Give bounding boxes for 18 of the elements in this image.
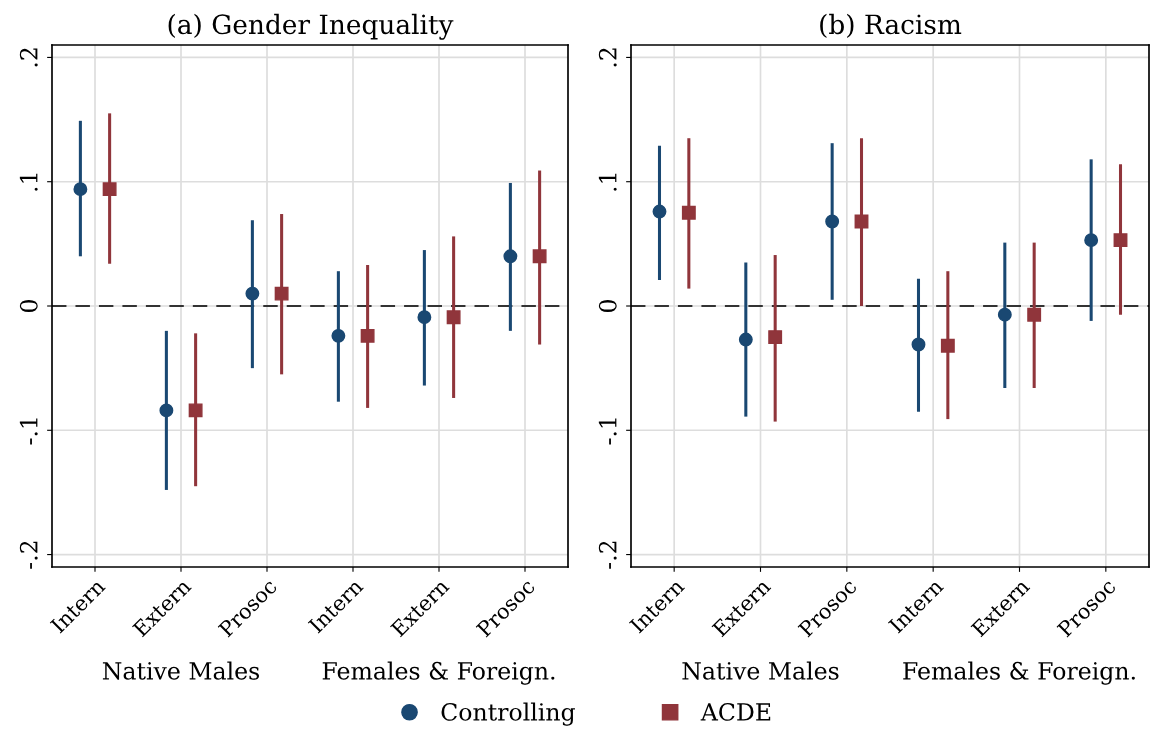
y-tick-label: 0 [19, 300, 38, 312]
y-tick-label: -.1 [19, 418, 38, 445]
chart-title: (a) Gender Inequality [168, 13, 454, 40]
y-tick-label: .1 [19, 173, 38, 191]
y-tick-label: -.2 [598, 541, 617, 569]
y-tick-label: -.1 [598, 418, 617, 445]
y-tick-label: .2 [598, 48, 617, 67]
chart-title: (b) Racism [820, 13, 962, 38]
text: Females & Foreign. [903, 661, 1135, 685]
y-tick-label: .1 [598, 173, 617, 191]
legend-label: Controlling [441, 702, 575, 726]
y-tick-label: 0 [598, 300, 617, 312]
y-tick-label: .2 [19, 48, 38, 67]
text: Native Males [102, 661, 260, 680]
legend-label: ACDE [700, 702, 771, 721]
y-tick-label: -.2 [19, 541, 38, 569]
text: Females & Foreign. [322, 661, 555, 685]
text: Native Males [682, 661, 839, 680]
